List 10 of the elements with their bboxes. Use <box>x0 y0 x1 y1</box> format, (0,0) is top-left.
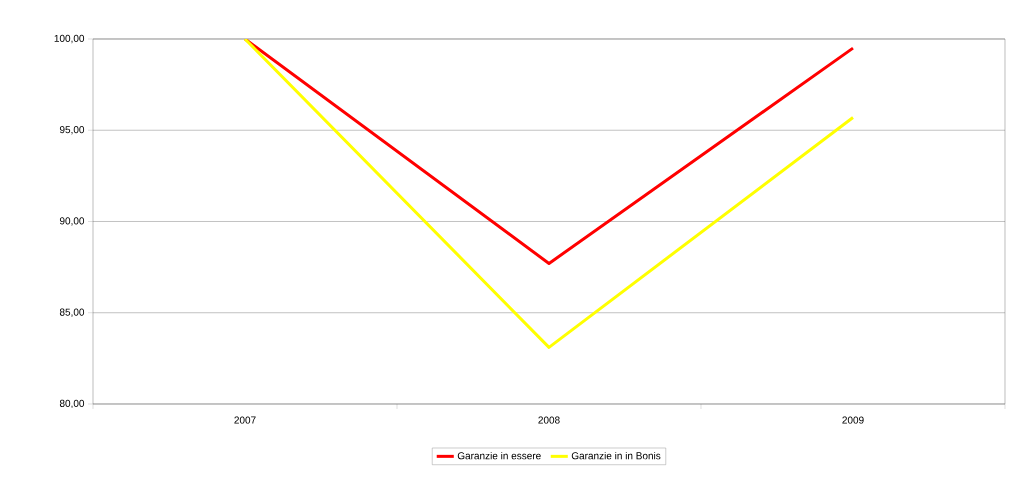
x-tick-label: 2008 <box>538 416 560 424</box>
legend-label: Garanzie in essere <box>457 451 541 460</box>
x-tick-label: 2007 <box>234 416 256 424</box>
y-tick-label: 95,00 <box>59 126 85 135</box>
x-tick-label: 2009 <box>842 416 864 424</box>
y-tick-label: 90,00 <box>59 217 85 226</box>
y-tick-label: 80,00 <box>59 399 85 409</box>
y-tick-label: 85,00 <box>59 308 85 317</box>
y-tick-label: 100,00 <box>54 34 85 44</box>
legend-label: Garanzie in in Bonis <box>571 451 661 460</box>
